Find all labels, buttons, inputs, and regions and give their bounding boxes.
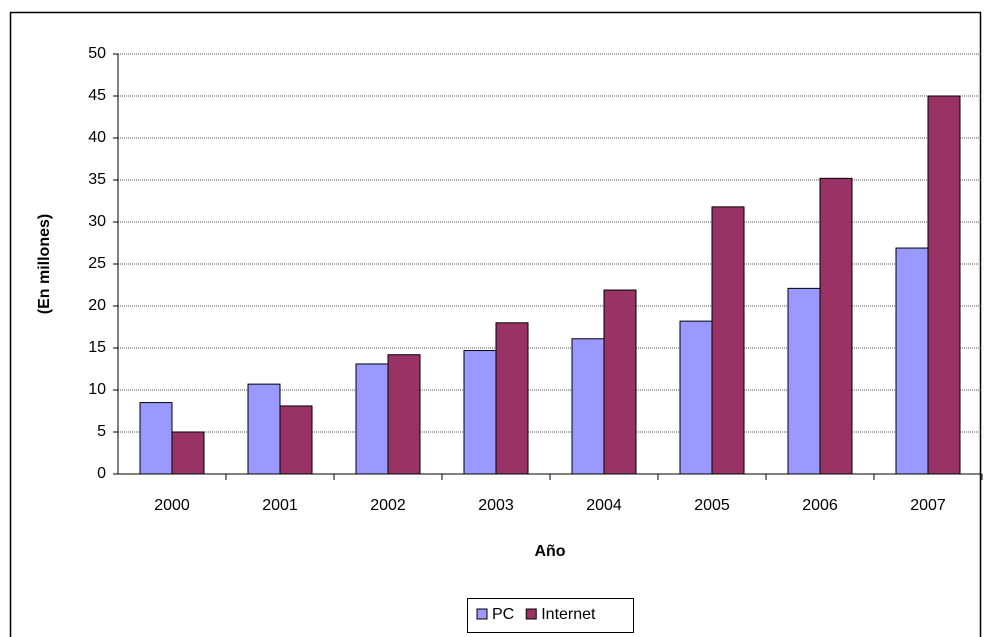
y-tick-label: 50 <box>88 45 106 62</box>
y-tick-label: 20 <box>88 297 106 314</box>
bar <box>355 363 389 475</box>
bar <box>387 354 421 475</box>
bar <box>787 287 821 475</box>
x-tick-label: 2001 <box>262 497 298 514</box>
legend-box <box>467 598 634 633</box>
bar <box>819 177 853 475</box>
x-tick-label: 2007 <box>910 497 946 514</box>
legend-label: Internet <box>541 606 596 623</box>
legend-label: PC <box>492 606 514 623</box>
legend-swatch <box>476 608 488 620</box>
x-tick-label: 2004 <box>586 497 622 514</box>
y-tick-label: 25 <box>88 255 106 272</box>
x-tick-label: 2000 <box>154 497 190 514</box>
bar <box>679 320 713 475</box>
y-tick-label: 45 <box>88 87 106 104</box>
bar <box>279 405 313 475</box>
y-tick-label: 35 <box>88 171 106 188</box>
bar <box>571 338 605 475</box>
bar <box>171 431 205 475</box>
bar <box>603 289 637 475</box>
x-axis-label: Año <box>534 543 565 560</box>
y-tick-label: 40 <box>88 129 106 146</box>
bar <box>927 95 961 475</box>
y-tick-label: 30 <box>88 213 106 230</box>
x-tick-label: 2002 <box>370 497 406 514</box>
y-tick-label: 15 <box>88 339 106 356</box>
y-tick-label: 5 <box>97 423 106 440</box>
bar <box>495 322 529 475</box>
bar <box>463 350 497 475</box>
bar <box>711 206 745 475</box>
bar <box>247 383 281 475</box>
x-tick-label: 2006 <box>802 497 838 514</box>
x-tick-label: 2003 <box>478 497 514 514</box>
legend-swatch <box>525 608 537 620</box>
bar <box>895 247 929 475</box>
y-tick-label: 0 <box>97 465 106 482</box>
bar <box>139 402 173 475</box>
y-tick-label: 10 <box>88 381 106 398</box>
x-tick-label: 2005 <box>694 497 730 514</box>
y-axis-label: (En millones) <box>36 214 53 314</box>
